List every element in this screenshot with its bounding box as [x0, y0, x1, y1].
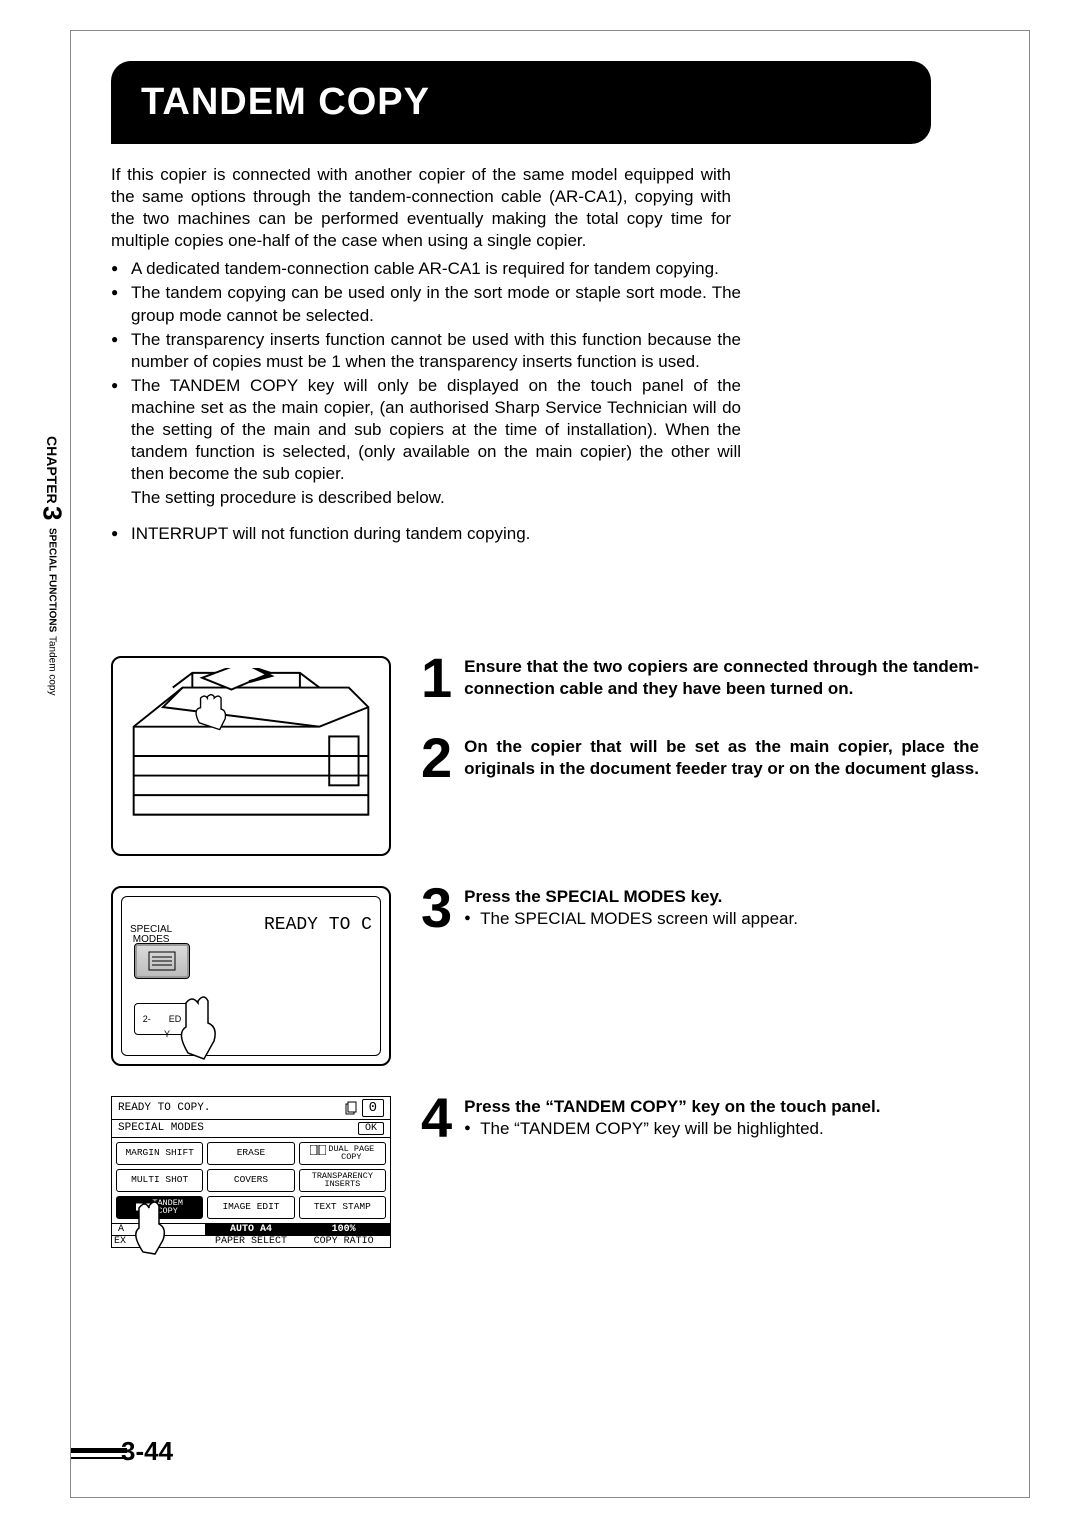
step-title: Press the SPECIAL MODES key.: [464, 886, 979, 908]
subsection-label: Tandem copy: [47, 636, 58, 695]
step-row: READY TO COPY. 0 SPECIAL MODES OK MARGIN…: [111, 1096, 979, 1248]
page-number: 3-44: [121, 1436, 173, 1467]
ready-text: READY TO C: [264, 915, 372, 935]
transparency-inserts-button[interactable]: TRANSPARENCY INSERTS: [299, 1169, 386, 1192]
margin-shift-button[interactable]: MARGIN SHIFT: [116, 1142, 203, 1165]
step-number: 2: [421, 736, 452, 781]
step-title: Press the “TANDEM COPY” key on the touch…: [464, 1096, 979, 1118]
page-title: TANDEM COPY: [141, 81, 901, 124]
multi-shot-button[interactable]: MULTI SHOT: [116, 1169, 203, 1192]
copier-illustration: [111, 656, 391, 856]
image-edit-button[interactable]: IMAGE EDIT: [207, 1196, 294, 1219]
copy-count: 0: [362, 1099, 384, 1117]
step-number: 1: [421, 656, 452, 701]
step-3: 3 Press the SPECIAL MODES key. The SPECI…: [421, 886, 979, 931]
special-modes-button[interactable]: [134, 943, 190, 979]
section-label: SPECIAL FUNCTIONS: [47, 528, 58, 632]
chapter-number: 3: [37, 506, 68, 520]
ok-button[interactable]: OK: [358, 1122, 384, 1135]
special-modes-label: SPECIAL MODES: [130, 925, 172, 945]
menu-icon: [148, 951, 176, 971]
copies-icon: [344, 1100, 358, 1116]
text-stamp-button[interactable]: TEXT STAMP: [299, 1196, 386, 1219]
hand-icon: [168, 993, 228, 1063]
ready-label: READY TO COPY.: [118, 1102, 210, 1114]
manual-page: TANDEM COPY If this copier is connected …: [70, 30, 1030, 1498]
erase-button[interactable]: ERASE: [207, 1142, 294, 1165]
touch-panel: READY TO COPY. 0 SPECIAL MODES OK MARGIN…: [111, 1096, 391, 1248]
step-row: 1 Ensure that the two copiers are connec…: [111, 656, 979, 856]
chapter-side-tab: CHAPTER 3 SPECIAL FUNCTIONS Tandem copy: [37, 436, 67, 836]
chapter-label: CHAPTER: [44, 436, 60, 504]
paper-value: AUTO A4: [205, 1224, 298, 1236]
intro-paragraph: If this copier is connected with another…: [111, 164, 731, 252]
dual-page-copy-button[interactable]: DUAL PAGE COPY: [299, 1142, 386, 1165]
copy-ratio-label[interactable]: COPY RATIO: [297, 1236, 390, 1247]
bullet-list: A dedicated tandem-connection cable AR-C…: [111, 258, 741, 485]
ratio-value: 100%: [297, 1224, 390, 1236]
step-number: 4: [421, 1096, 452, 1141]
special-modes-panel: READY TO C SPECIAL MODES 2- ED Y: [111, 886, 391, 1066]
step-2: 2 On the copier that will be set as the …: [421, 736, 979, 781]
footer-rule: [71, 1448, 127, 1453]
bullet-item: The tandem copying can be used only in t…: [111, 282, 741, 326]
book-icon: [310, 1145, 326, 1155]
bullet-item: INTERRUPT will not function during tande…: [111, 523, 741, 545]
title-bar: TANDEM COPY: [111, 61, 931, 144]
bullet-list-2: INTERRUPT will not function during tande…: [111, 523, 741, 545]
step-sub: The “TANDEM COPY” key will be highlighte…: [464, 1118, 979, 1140]
covers-button[interactable]: COVERS: [207, 1169, 294, 1192]
setting-note: The setting procedure is described below…: [111, 487, 731, 509]
paper-select-label[interactable]: PAPER SELECT: [205, 1236, 298, 1247]
steps-area: 1 Ensure that the two copiers are connec…: [111, 656, 979, 1248]
step-sub: The SPECIAL MODES screen will appear.: [464, 908, 979, 930]
step-row: READY TO C SPECIAL MODES 2- ED Y: [111, 886, 979, 1066]
step-4: 4 Press the “TANDEM COPY” key on the tou…: [421, 1096, 979, 1141]
step-1: 1 Ensure that the two copiers are connec…: [421, 656, 979, 701]
step-title: On the copier that will be set as the ma…: [464, 736, 979, 780]
copier-svg: [123, 668, 379, 844]
step-number: 3: [421, 886, 452, 931]
modes-label: SPECIAL MODES: [118, 1122, 204, 1134]
footer-rule: [71, 1457, 127, 1460]
hand-icon: [125, 1198, 175, 1258]
bullet-item: A dedicated tandem-connection cable AR-C…: [111, 258, 741, 280]
step-title: Ensure that the two copiers are connecte…: [464, 656, 979, 700]
bullet-item: The TANDEM COPY key will only be display…: [111, 375, 741, 485]
bullet-item: The transparency inserts function cannot…: [111, 329, 741, 373]
